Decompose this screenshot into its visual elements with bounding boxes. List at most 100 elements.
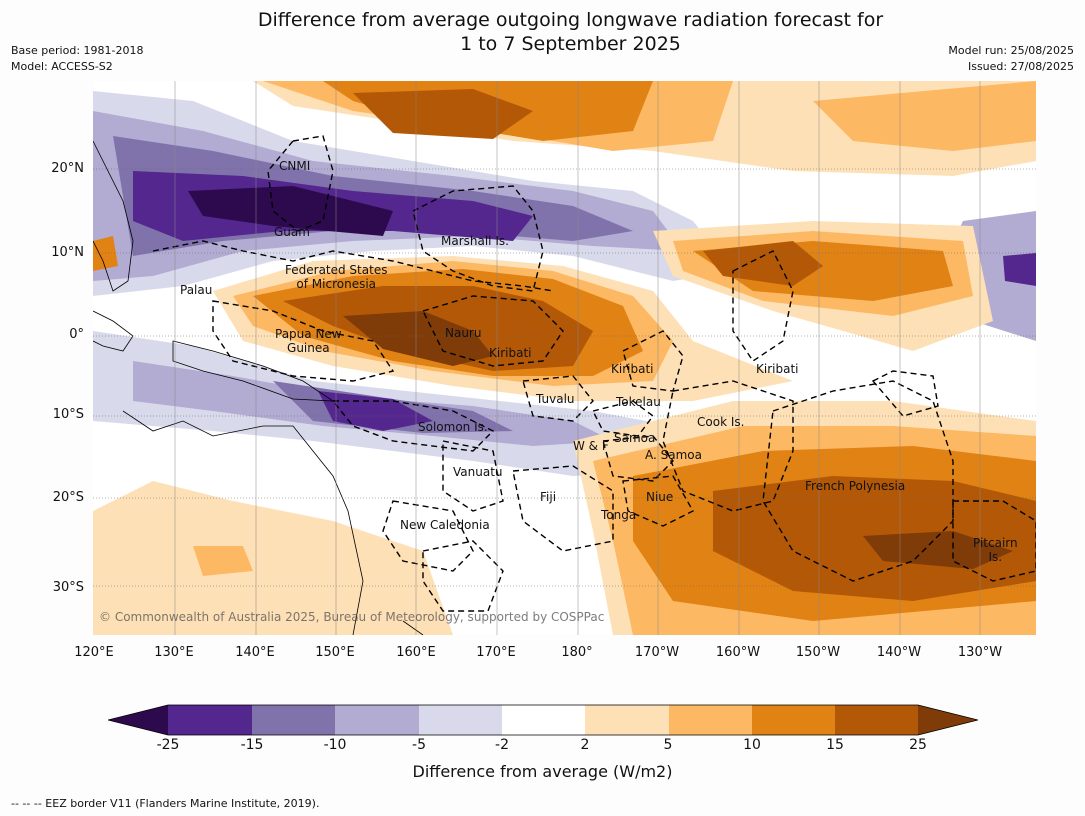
colorbar-swatch-m2-2	[502, 705, 585, 735]
eez-solomon	[331, 400, 495, 452]
colorbar-tick-p2: 2	[580, 737, 590, 753]
place-nauru: Nauru	[445, 326, 482, 340]
place-wf: W & F	[573, 439, 609, 453]
eez-palau-fsm	[152, 240, 554, 292]
meta-left: Base period: 1981-2018 Model: ACCESS-S2	[11, 43, 143, 75]
colorbar-tick-p5: 5	[663, 737, 673, 753]
eez-pitcairn	[952, 500, 1036, 582]
lon-label-170w: 170°W	[634, 645, 680, 660]
place-guam: Guam	[274, 225, 310, 239]
anomaly-sw-orange-light	[93, 481, 453, 635]
colorbar-tick-m5: -5	[412, 737, 426, 753]
anomaly-sw-orange-spot-2	[93, 236, 118, 271]
lon-label-150w: 150°W	[795, 645, 841, 660]
place-tonga: Tonga	[601, 508, 637, 522]
lat-label-10s: 10°S	[52, 407, 84, 422]
meta-right: Model run: 25/08/2025 Issued: 27/08/2025	[948, 43, 1074, 75]
anomaly-north-orange-peak	[353, 89, 533, 139]
eez-cnmi	[267, 135, 334, 232]
lon-label-140w: 140°W	[876, 645, 922, 660]
eez-kiribati-e	[732, 250, 794, 362]
place-kiribati-e: Kiribati	[756, 362, 799, 376]
place-cook: Cook Is.	[697, 415, 745, 429]
place-palau: Palau	[180, 283, 213, 297]
lat-label-20s: 20°S	[52, 490, 84, 505]
eez-kiribati-w	[422, 295, 564, 367]
place-pitcairn-line-2: Is.	[988, 550, 1003, 564]
place-tokelau: Tokelau	[616, 395, 661, 409]
colorbar-tick-p10: 10	[743, 737, 761, 753]
title-line-1: Difference from average outgoing longwav…	[257, 9, 884, 31]
eez-vanuatu	[442, 440, 504, 512]
eez-png	[212, 300, 395, 382]
place-fsm-line-2: of Micronesia	[296, 277, 377, 291]
eez-tuvalu	[522, 375, 594, 422]
eez-fiji-tonga	[512, 465, 614, 552]
colorbar-title: Difference from average (W/m2)	[412, 762, 673, 781]
lon-label-160e: 160°E	[396, 645, 436, 660]
model-run: Model run: 25/08/2025	[948, 44, 1074, 57]
lon-label-160w: 160°W	[715, 645, 761, 660]
place-fsm: Federated States of Micronesia	[285, 263, 387, 291]
place-tuvalu: Tuvalu	[536, 392, 575, 406]
coast-australia	[122, 410, 364, 635]
colorbar-swatch-m5-m2	[419, 705, 502, 735]
anomaly-east-purple-core	[1003, 253, 1036, 286]
eez-kermadec	[422, 540, 504, 612]
meridians	[174, 81, 981, 635]
colorbar-swatch-gt-25	[918, 705, 978, 735]
coastlines	[93, 140, 424, 635]
place-png: Papua New Guinea	[275, 327, 342, 355]
coast-new-zealand-north	[402, 620, 424, 635]
graticule	[93, 168, 1036, 587]
coast-borneo-sulawesi	[93, 310, 134, 352]
base-period: Base period: 1981-2018	[11, 44, 144, 57]
eez-borders	[152, 135, 1036, 612]
place-cnmi: CNMI	[279, 159, 311, 173]
colorbar-swatch-m10-m5	[335, 705, 419, 735]
lon-label-130w: 130°W	[957, 645, 1003, 660]
colorbar	[107, 704, 979, 736]
title-line-2: 1 to 7 September 2025	[460, 33, 681, 55]
eez-tokelau	[591, 400, 654, 437]
place-fsm-line-1: Federated States	[285, 263, 388, 277]
chart-title: Difference from average outgoing longwav…	[0, 8, 1085, 56]
place-fiji: Fiji	[540, 490, 557, 504]
lon-label-140e: 140°E	[235, 645, 275, 660]
anomaly-ene-orange-strong	[703, 241, 823, 286]
colorbar-swatch-m15-m10	[252, 705, 335, 735]
colorbar-swatch-m25-m15	[168, 705, 252, 735]
colorbar-tick-m2: -2	[495, 737, 509, 753]
place-png-line-2: Guinea	[287, 341, 330, 355]
anomaly-map	[93, 81, 1036, 635]
eez-footnote: -- -- -- EEZ border V11 (Flanders Marine…	[11, 797, 320, 810]
colorbar-svg	[107, 704, 979, 736]
place-samoa: Samoa	[614, 431, 656, 445]
eez-samoa	[602, 435, 674, 482]
lon-label-180: 180°	[561, 645, 593, 660]
anomaly-map-svg	[93, 81, 1036, 635]
place-kiribati-w: Kiribati	[489, 346, 532, 360]
lat-label-0: 0°	[69, 327, 84, 342]
colorbar-swatch-p2-5	[585, 705, 669, 735]
anomaly-eq-orange-peak	[343, 311, 493, 366]
eez-niue	[622, 475, 694, 527]
colorbar-tick-p15: 15	[826, 737, 844, 753]
eez-french-polynesia	[762, 380, 954, 582]
lon-label-120e: 120°E	[74, 645, 114, 660]
anomaly-sw-orange-spot	[193, 546, 253, 576]
colorbar-tick-m25: -25	[156, 737, 180, 753]
model-name: Model: ACCESS-S2	[11, 60, 113, 73]
colorbar-swatch-p15-25	[835, 705, 918, 735]
colorbar-tick-m10: -10	[323, 737, 347, 753]
place-french-polynesia: French Polynesia	[805, 479, 906, 493]
place-solomon: Solomon Is.	[418, 420, 488, 434]
place-marshall: Marshall Is.	[441, 234, 509, 248]
place-pitcairn-line-1: Pitcairn	[973, 536, 1018, 550]
anomaly-north-purple-peak	[188, 186, 393, 236]
lon-label-170e: 170°E	[476, 645, 516, 660]
eez-cook	[662, 380, 794, 512]
lon-label-150e: 150°E	[315, 645, 355, 660]
colorbar-swatch-p5-10	[669, 705, 752, 735]
place-kiribati-c: Kiribati	[611, 362, 654, 376]
